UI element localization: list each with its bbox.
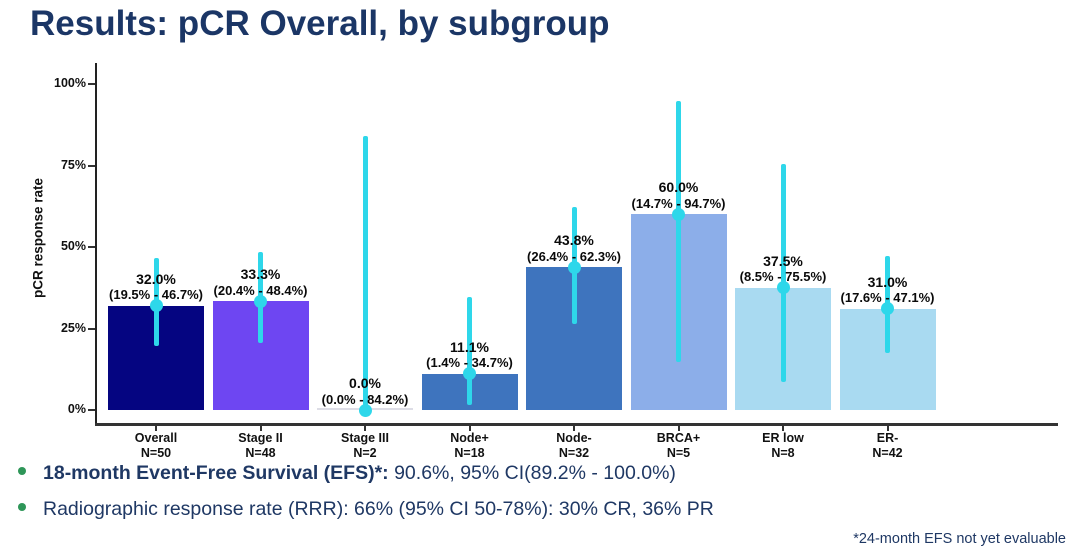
y-tick-label: 100% [54,76,86,90]
y-tick-label: 25% [60,320,86,335]
x-tick [259,423,262,431]
bullet-rrr: Radiographic response rate (RRR): 66% (9… [12,498,714,521]
value-text: 11.1% [450,338,489,355]
x-tick [468,423,471,431]
category-name: Stage II [238,431,283,445]
bullet-efs-text: 18-month Event-Free Survival (EFS)*: 90.… [43,462,676,485]
bar-value-label: 11.1% (1.4% - 34.7%) [385,338,555,371]
category-n: N=48 [245,445,276,460]
bullet-rrr-rest: Radiographic response rate (RRR): 66% (9… [43,498,714,520]
ci-text: (26.4% - 62.3%) [527,248,621,264]
value-text: 0.0% [349,375,381,391]
value-text: 43.8% [554,232,594,249]
point-estimate-marker [881,302,894,316]
point-estimate-marker [672,207,685,221]
bar-value-label: 0.0% (0.0% - 84.2%) [280,375,450,407]
ci-text: (0.0% - 84.2%) [321,391,409,407]
ci-text: (20.4% - 48.4%) [213,282,308,298]
x-tick [364,423,366,431]
category-name: Stage III [341,431,389,445]
y-tick-label: 0% [67,402,86,416]
footnote: *24-month EFS not yet evaluable [853,531,1066,547]
x-category-label: Stage III N=2 [305,431,425,460]
y-tick [88,83,95,85]
ci-error-bar [676,101,681,363]
ci-text: (19.5% - 46.7%) [109,287,203,303]
value-text: 31.0% [867,273,908,290]
point-estimate-marker [358,403,372,417]
point-estimate-marker [254,294,267,308]
x-tick [573,423,575,431]
x-category-label: Node- N=32 [514,431,634,460]
y-tick [88,246,95,248]
category-n: N=32 [558,445,590,460]
x-category-label: BRCA+ N=5 [619,431,739,460]
ci-error-bar [362,135,368,410]
value-text: 37.5% [763,252,803,269]
x-tick [155,423,157,431]
y-tick [88,409,95,411]
value-text: 33.3% [240,266,281,283]
bar-value-label: 33.3% (20.4% - 48.4%) [176,267,346,298]
category-name: Node- [556,431,592,445]
bar-value-label: 32.0% (19.5% - 46.7%) [71,270,241,303]
x-tick [677,423,680,431]
y-tick [88,327,95,330]
x-axis-line [95,423,1058,426]
x-category-label: ER low N=8 [723,431,843,460]
category-n: N=18 [454,445,485,460]
category-n: N=5 [666,445,691,460]
pcr-bar-chart: pCR response rate 0% 25% 50% 75% 100% 32.0% (1… [30,63,1058,460]
summary-bullets: 18-month Event-Free Survival (EFS)*: 90.… [12,462,714,534]
category-name: Node+ [450,431,489,445]
bar-value-label: 37.5% (8.5% - 75.5%) [698,252,868,285]
y-axis-label: pCR response rate [30,177,46,299]
y-axis-line [95,63,97,423]
y-tick-label: 50% [60,239,86,253]
x-category-label: Node+ N=18 [410,431,530,460]
bullet-rrr-text: Radiographic response rate (RRR): 66% (9… [43,498,714,521]
category-n: N=42 [872,445,903,460]
y-tick-label: 75% [60,157,86,172]
bullet-icon [18,503,26,511]
ci-error-bar [467,296,472,406]
bullet-efs: 18-month Event-Free Survival (EFS)*: 90.… [12,462,714,485]
bar-value-label: 60.0% (14.7% - 94.7%) [594,180,764,211]
ci-error-bar [780,163,786,383]
bar-value-label: 43.8% (26.4% - 62.3%) [489,233,659,264]
category-name: Overall [134,431,178,445]
point-estimate-marker [567,260,581,274]
ci-text: (14.7% - 94.7%) [631,195,726,211]
point-estimate-marker [776,281,790,295]
x-tick [886,423,889,431]
bullet-efs-bold: 18-month Event-Free Survival (EFS)*: [43,462,389,484]
category-name: ER low [762,431,804,445]
y-tick [88,164,95,167]
bullet-efs-rest: 90.6%, 95% CI(89.2% - 100.0%) [388,462,676,484]
ci-text: (8.5% - 75.5%) [739,269,827,285]
x-tick [782,423,784,431]
page-title: Results: pCR Overall, by subgroup [30,4,610,43]
category-name: ER- [876,431,899,445]
point-estimate-marker [149,299,163,313]
x-category-label: Overall N=50 [96,431,216,460]
ci-text: (1.4% - 34.7%) [426,355,513,371]
x-category-label: ER- N=42 [828,431,948,460]
bar-value-label: 31.0% (17.6% - 47.1%) [803,273,973,306]
category-name: BRCA+ [656,431,701,445]
value-text: 60.0% [658,179,699,196]
bullet-icon [18,467,26,475]
category-n: N=8 [771,445,795,460]
category-n: N=50 [140,445,172,460]
value-text: 32.0% [136,270,176,287]
x-category-label: Stage II N=48 [201,431,321,460]
point-estimate-marker [463,367,476,381]
ci-text: (17.6% - 47.1%) [840,290,935,306]
category-n: N=2 [353,445,377,460]
